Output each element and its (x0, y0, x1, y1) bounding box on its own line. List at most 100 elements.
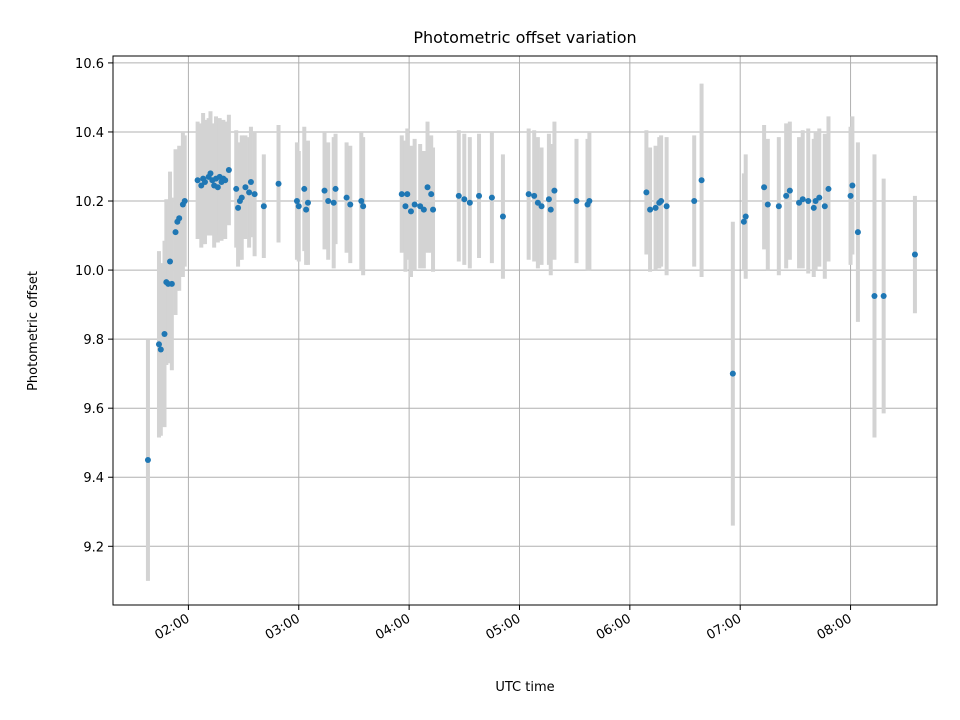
data-point (816, 194, 823, 201)
data-point (194, 177, 201, 184)
data-point (275, 180, 282, 187)
data-point (402, 203, 409, 210)
data-point (849, 182, 856, 189)
data-point (691, 198, 698, 205)
data-point (407, 208, 414, 215)
data-point (404, 191, 411, 198)
data-point (847, 192, 854, 199)
data-point (880, 292, 887, 299)
data-point (810, 204, 817, 211)
data-point (260, 203, 267, 210)
data-point (652, 204, 659, 211)
data-point (658, 198, 665, 205)
x-axis-label: UTC time (495, 680, 554, 695)
data-point (805, 198, 812, 205)
data-point (238, 194, 245, 201)
data-point (825, 185, 832, 192)
y-tick-label: 9.6 (83, 402, 104, 417)
data-point (871, 292, 878, 299)
data-point (332, 185, 339, 192)
data-point (247, 179, 254, 186)
data-point (207, 170, 214, 177)
data-point (157, 346, 164, 353)
data-point (573, 198, 580, 205)
y-axis-label: Photometric offset (26, 271, 41, 391)
y-tick-label: 10.4 (75, 126, 104, 141)
data-point (761, 184, 768, 191)
data-point (764, 201, 771, 208)
data-point (321, 187, 328, 194)
data-point (538, 203, 545, 210)
plot-frame (112, 55, 938, 606)
data-point (304, 199, 311, 206)
data-point (430, 206, 437, 213)
data-point (428, 191, 435, 198)
data-point (343, 194, 350, 201)
data-point (545, 196, 552, 203)
data-point (242, 184, 249, 191)
data-point (476, 192, 483, 199)
data-point (547, 206, 554, 213)
data-point (330, 199, 337, 206)
data-point (360, 203, 367, 210)
data-point (214, 184, 221, 191)
y-tick-label: 9.2 (83, 540, 104, 555)
data-point (398, 191, 405, 198)
data-point (663, 203, 670, 210)
data-point (742, 213, 749, 220)
data-point (235, 204, 242, 211)
data-point (222, 177, 229, 184)
data-point (643, 189, 650, 196)
data-point (358, 198, 365, 205)
data-point (551, 187, 558, 194)
data-point (740, 218, 747, 225)
data-point (301, 185, 308, 192)
data-point (455, 192, 462, 199)
data-point (201, 179, 208, 186)
chart-title: Photometric offset variation (413, 28, 636, 47)
data-point (172, 229, 179, 236)
data-point (783, 192, 790, 199)
y-tick-label: 10.2 (75, 195, 104, 210)
data-point (531, 192, 538, 199)
data-point (911, 251, 918, 258)
data-point (854, 229, 861, 236)
data-point (775, 203, 782, 210)
data-point (144, 456, 151, 463)
y-tick-label: 9.4 (83, 471, 104, 486)
data-point (488, 194, 495, 201)
data-point (411, 201, 418, 208)
data-point (161, 330, 168, 337)
data-point (303, 206, 310, 213)
data-point (499, 213, 506, 220)
y-tick-label: 9.8 (83, 333, 104, 348)
data-point (461, 196, 468, 203)
y-tick-label: 10.0 (75, 264, 104, 279)
data-point (251, 191, 258, 198)
data-point (168, 280, 175, 287)
data-point (586, 198, 593, 205)
data-point (293, 198, 300, 205)
data-point (420, 206, 427, 213)
data-point (786, 187, 793, 194)
data-point (181, 198, 188, 205)
data-point (155, 341, 162, 348)
data-point (325, 198, 332, 205)
y-axis-ticks: 9.2 9.4 9.6 9.8 10.0 10.2 10.4 10.6 (75, 57, 113, 555)
data-point (225, 166, 232, 173)
data-point (698, 177, 705, 184)
data-point (525, 191, 532, 198)
data-point (295, 203, 302, 210)
data-point (424, 184, 431, 191)
data-point (176, 215, 183, 222)
data-point (246, 189, 253, 196)
data-point (167, 258, 174, 265)
data-point (647, 206, 654, 213)
data-point (233, 185, 240, 192)
data-point (466, 199, 473, 206)
data-points (144, 166, 918, 463)
data-point (799, 196, 806, 203)
y-tick-label: 10.6 (75, 57, 104, 72)
